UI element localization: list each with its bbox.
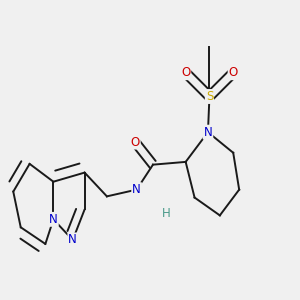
Text: N: N [49,213,58,226]
Text: H: H [162,207,171,220]
Text: N: N [204,126,212,139]
Text: O: O [229,66,238,79]
Text: S: S [206,90,213,103]
Text: O: O [181,66,190,79]
Text: N: N [68,233,77,247]
Text: N: N [132,183,141,196]
Text: O: O [130,136,140,148]
